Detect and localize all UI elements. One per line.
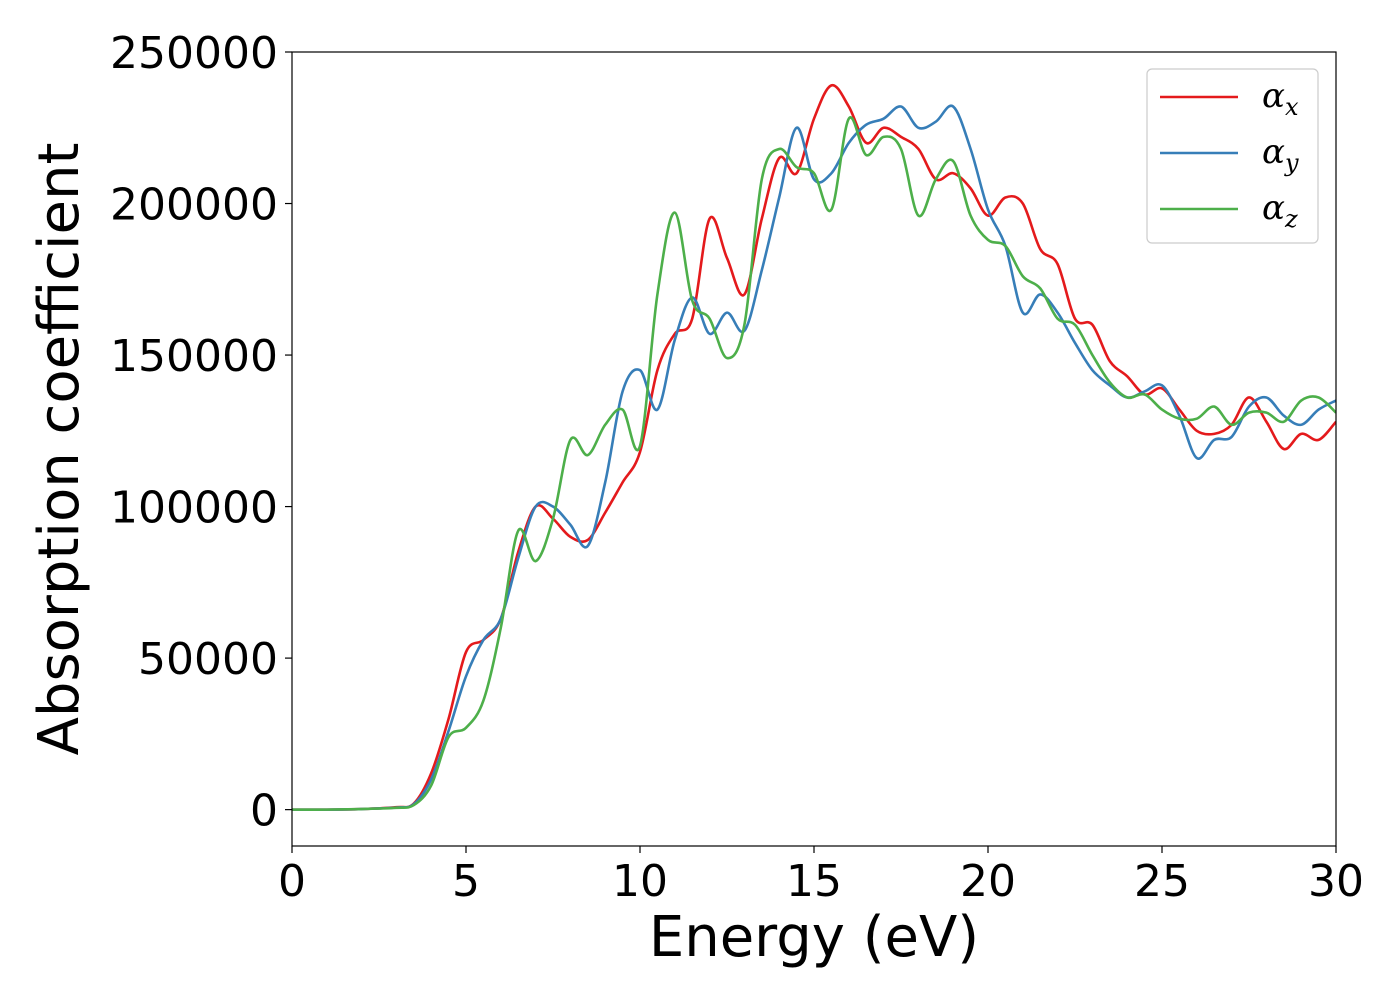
legend-symbol: α [1262,132,1285,172]
y-tick-label: 200000 [110,180,278,231]
x-tick-label: 10 [612,856,668,907]
y-tick-label: 150000 [110,331,278,382]
legend-subscript: z [1284,205,1298,233]
x-tick-label: 5 [452,856,480,907]
x-tick-label: 0 [278,856,306,907]
legend-item-x: αx [1160,76,1299,121]
legend-symbol: α [1262,76,1285,116]
legend-label: αz [1262,188,1298,233]
y-tick-label: 250000 [110,28,278,79]
x-axis-title: Energy (eV) [649,905,979,970]
series-layer [292,83,1336,811]
x-tick-label: 30 [1308,856,1364,907]
legend-label: αy [1262,132,1299,177]
x-tick-label: 15 [786,856,842,907]
x-axis: 0 5 10 15 20 25 30 [278,846,1364,907]
legend-symbol: α [1262,188,1285,228]
legend-subscript: y [1284,149,1299,177]
series-line-y [292,104,1336,811]
x-tick-label: 20 [960,856,1016,907]
y-tick-label: 0 [250,786,278,837]
y-axis: 0 50000 100000 150000 200000 250000 [110,28,292,837]
y-tick-label: 50000 [138,634,278,685]
series-line-z [292,116,1336,811]
x-tick-label: 25 [1134,856,1190,907]
legend-box [1146,68,1319,244]
legend-item-y: αy [1160,132,1299,177]
legend-subscript: x [1285,93,1299,121]
legend-item-z: αz [1160,188,1298,233]
y-axis-title: Absorption coefficient [27,143,92,756]
legend-label: αx [1262,76,1299,121]
y-tick-label: 100000 [110,483,278,534]
